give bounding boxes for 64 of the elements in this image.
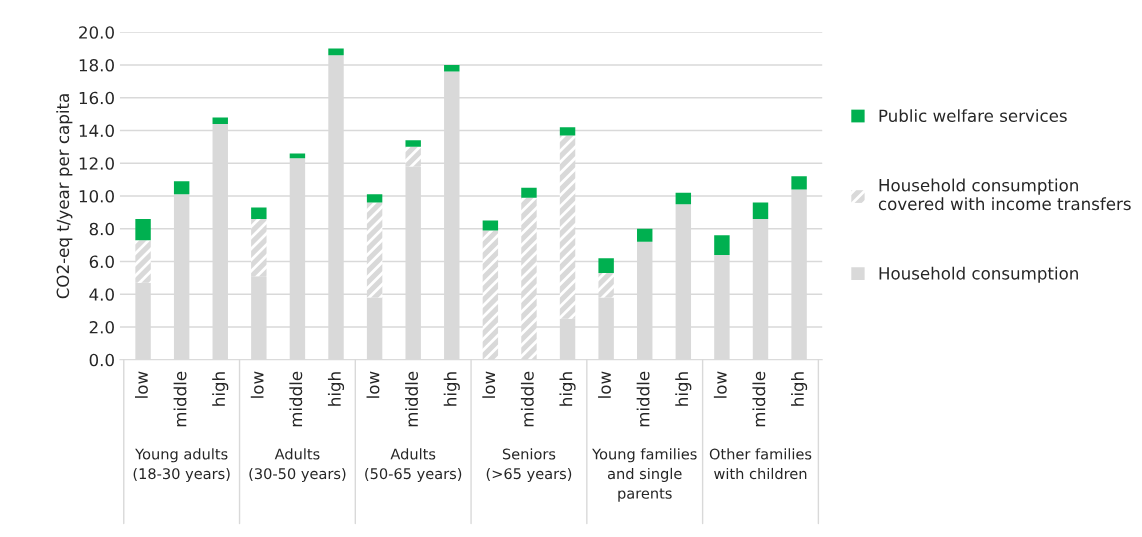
bar xyxy=(251,207,267,219)
text: Young adults (18-30 years) xyxy=(133,448,230,482)
bar xyxy=(135,218,151,241)
y-tick-label: 14.0 xyxy=(79,124,114,138)
legend-label: Household consumption xyxy=(879,266,1078,283)
bar xyxy=(289,153,306,159)
bar xyxy=(173,181,190,195)
y-tick-label: 0.0 xyxy=(89,353,114,367)
x-tick-label: middle xyxy=(752,371,766,427)
bar xyxy=(405,140,421,147)
bar xyxy=(637,228,653,242)
x-tick-label: high xyxy=(675,372,692,406)
y-tick-label: 4.0 xyxy=(89,288,114,301)
bar xyxy=(482,230,499,360)
bar xyxy=(752,202,769,219)
x-tick-label: middle xyxy=(289,371,303,427)
bar xyxy=(521,187,537,198)
text: Adults (50-65 years) xyxy=(365,448,462,482)
bar xyxy=(521,197,537,360)
x-tick-label: high xyxy=(327,372,345,406)
y-tick-label: 18.0 xyxy=(79,58,114,72)
y-tick-label: 6.0 xyxy=(89,255,114,269)
x-tick-label: low xyxy=(598,371,611,398)
bar xyxy=(251,218,267,277)
x-tick-label: middle xyxy=(405,371,419,427)
x-tick-label: high xyxy=(791,372,808,406)
x-tick-label: high xyxy=(212,372,229,406)
bar xyxy=(366,202,383,298)
bar xyxy=(675,192,692,205)
text: Other families with children xyxy=(709,448,812,480)
legend-label: Household consumption covered with income transfers xyxy=(878,178,1131,211)
legend-label: Public welfare services xyxy=(879,109,1067,123)
x-tick-label: middle xyxy=(173,371,187,427)
bar xyxy=(598,272,614,298)
bar xyxy=(791,176,807,190)
text: Adults (30-50 years) xyxy=(249,448,346,482)
y-tick-label: 2.0 xyxy=(89,321,114,334)
x-tick-label: low xyxy=(366,371,380,398)
x-tick-label: high xyxy=(559,372,576,406)
x-tick-label: middle xyxy=(520,371,534,427)
bar xyxy=(598,258,614,273)
x-tick-label: low xyxy=(482,371,496,398)
y-tick-label: 16.0 xyxy=(79,91,114,105)
text: Seniors (>65 years) xyxy=(486,448,572,482)
bar xyxy=(559,127,576,136)
bar xyxy=(135,240,151,283)
bar xyxy=(714,235,730,255)
bar xyxy=(405,146,421,167)
bar xyxy=(328,48,344,56)
bar xyxy=(444,64,460,72)
bar xyxy=(559,135,576,319)
y-tick-label: 20.0 xyxy=(79,26,114,39)
y-axis-title: CO2-eq t/year per capita xyxy=(56,94,73,299)
x-tick-label: low xyxy=(250,371,264,398)
x-tick-label: high xyxy=(443,372,460,406)
bar xyxy=(366,194,383,203)
x-tick-label: low xyxy=(135,371,148,398)
text: Young families and single parents xyxy=(592,448,697,502)
y-tick-label: 12.0 xyxy=(79,157,114,170)
x-tick-label: middle xyxy=(636,371,650,427)
bar xyxy=(212,117,228,124)
y-tick-label: 8.0 xyxy=(89,222,114,236)
y-tick-label: 10.0 xyxy=(79,189,114,203)
x-tick-label: low xyxy=(713,371,727,398)
